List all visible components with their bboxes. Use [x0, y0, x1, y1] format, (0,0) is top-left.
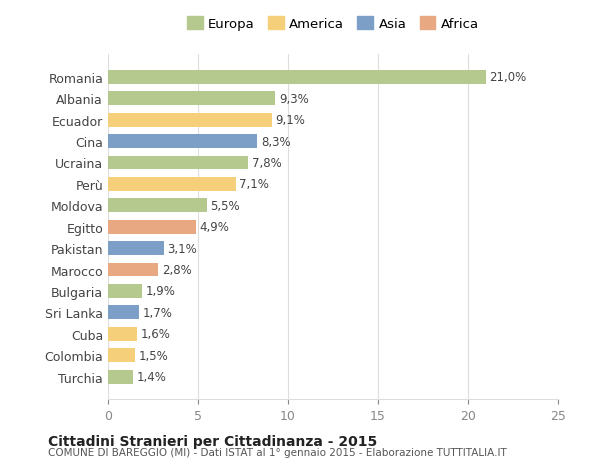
Text: 5,5%: 5,5%	[211, 199, 240, 213]
Bar	[108, 156, 248, 170]
Text: COMUNE DI BAREGGIO (MI) - Dati ISTAT al 1° gennaio 2015 - Elaborazione TUTTITALI: COMUNE DI BAREGGIO (MI) - Dati ISTAT al …	[48, 448, 507, 458]
Bar	[108, 71, 486, 84]
Bar	[108, 92, 275, 106]
Text: 9,1%: 9,1%	[275, 114, 305, 127]
Text: 3,1%: 3,1%	[167, 242, 197, 255]
Bar	[108, 199, 207, 213]
Bar	[108, 220, 196, 234]
Text: 2,8%: 2,8%	[162, 263, 192, 276]
Bar	[108, 135, 257, 149]
Legend: Europa, America, Asia, Africa: Europa, America, Asia, Africa	[187, 17, 479, 31]
Text: 1,5%: 1,5%	[139, 349, 169, 362]
Text: 9,3%: 9,3%	[279, 93, 309, 106]
Text: Cittadini Stranieri per Cittadinanza - 2015: Cittadini Stranieri per Cittadinanza - 2…	[48, 434, 377, 448]
Text: 1,9%: 1,9%	[146, 285, 176, 298]
Text: 4,9%: 4,9%	[200, 221, 230, 234]
Bar	[108, 327, 137, 341]
Text: 7,1%: 7,1%	[239, 178, 269, 191]
Bar	[108, 178, 236, 191]
Text: 1,4%: 1,4%	[137, 370, 167, 383]
Bar	[108, 306, 139, 319]
Bar	[108, 370, 133, 384]
Text: 21,0%: 21,0%	[490, 71, 527, 84]
Bar	[108, 241, 164, 256]
Bar	[108, 113, 272, 127]
Text: 7,8%: 7,8%	[252, 157, 282, 170]
Text: 8,3%: 8,3%	[261, 135, 290, 148]
Text: 1,7%: 1,7%	[142, 306, 172, 319]
Bar	[108, 348, 135, 362]
Bar	[108, 263, 158, 277]
Bar	[108, 284, 142, 298]
Text: 1,6%: 1,6%	[140, 328, 170, 341]
